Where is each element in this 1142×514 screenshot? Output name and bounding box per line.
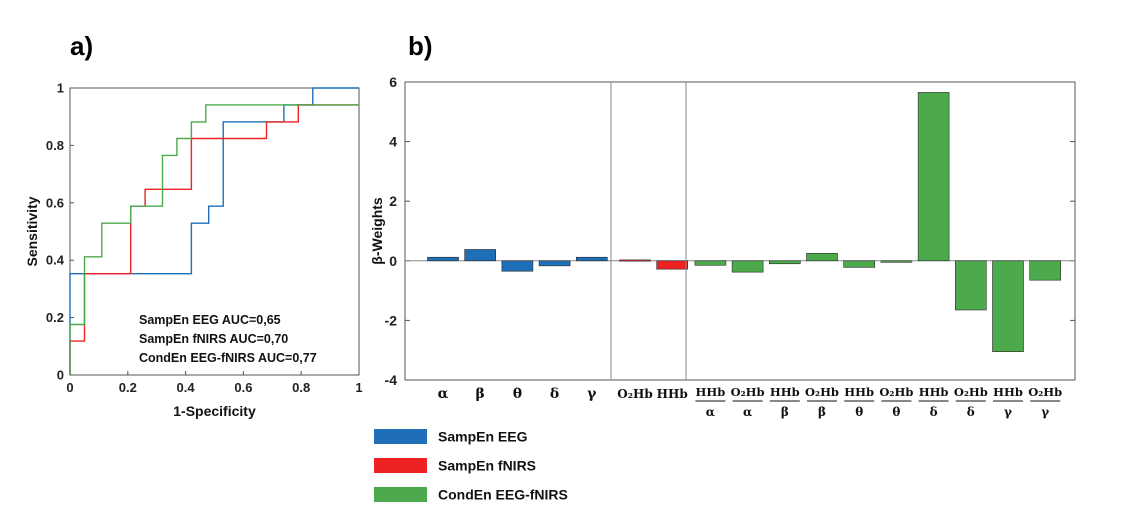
y-tick-label: -2 <box>385 312 398 328</box>
bar-cond <box>806 253 838 262</box>
bar-plot-area <box>404 81 1076 381</box>
roc-chart: 0 0.2 0.4 0.6 0.8 1 0 0.2 0.4 0.6 0.8 1 1-Specificit… <box>24 81 363 420</box>
category-label-bottom: δ <box>930 405 938 419</box>
bar-eeg <box>575 256 608 262</box>
category-label-top: HHb <box>770 385 800 399</box>
panel-b-label: b) <box>408 31 433 61</box>
category-label: O₂Hb <box>617 387 652 401</box>
y-tick-label: 1 <box>57 81 64 96</box>
category-label: α <box>438 386 449 402</box>
category-label-top: HHb <box>696 385 726 399</box>
x-tick-label: 1 <box>355 380 362 395</box>
bar-cond <box>954 260 987 311</box>
category-label-top: O₂Hb <box>954 385 988 399</box>
legend-swatch-fnirs <box>374 458 427 473</box>
y-tick-label: 0 <box>57 368 64 383</box>
category-label-bottom: β <box>818 405 826 419</box>
roc-line-cond <box>69 104 359 375</box>
category-label-top: O₂Hb <box>879 385 913 399</box>
category-label-top: O₂Hb <box>731 385 765 399</box>
y-tick-label: 6 <box>389 74 397 90</box>
bar-eeg <box>464 249 497 262</box>
category-label-top: HHb <box>844 385 874 399</box>
auc-annotation: SampEn fNIRS AUC=0,70 <box>139 332 288 346</box>
category-label: γ <box>587 386 597 402</box>
legend-swatch-eeg <box>374 429 427 444</box>
category-label-bottom: δ <box>967 405 975 419</box>
y-tick-label: 0.6 <box>46 195 64 210</box>
y-tick-label: -4 <box>385 372 398 388</box>
y-tick-label: 0.8 <box>46 138 64 153</box>
legend-swatch-cond <box>374 487 427 502</box>
x-tick-label: 0.2 <box>119 380 137 395</box>
x-tick-label: 0.8 <box>292 380 310 395</box>
category-label-bottom: θ <box>855 405 863 419</box>
bar-cond <box>917 92 950 262</box>
category-label-bottom: γ <box>1041 405 1049 419</box>
y-tick-label: 0 <box>389 253 397 269</box>
category-label-top: O₂Hb <box>1028 385 1062 399</box>
bar-fnirs <box>619 259 651 262</box>
bar-cond <box>992 260 1024 352</box>
y-axis-label: β-Weights <box>369 197 385 265</box>
category-label-bottom: θ <box>892 405 900 419</box>
y-tick-label: 0.4 <box>46 253 65 268</box>
bar-eeg <box>538 260 571 267</box>
bar-cond <box>731 260 764 273</box>
bar-fnirs <box>656 260 689 270</box>
category-label-top: O₂Hb <box>805 385 839 399</box>
category-label: β <box>476 386 485 402</box>
y-tick-label: 4 <box>389 134 397 150</box>
bar-cond <box>694 260 727 266</box>
category-label-top: HHb <box>993 385 1023 399</box>
x-axis-label: 1-Specificity <box>173 403 256 419</box>
legend-label-cond: CondEn EEG-fNIRS <box>438 487 568 503</box>
x-tick-label: 0 <box>66 380 73 395</box>
category-label-top: HHb <box>919 385 949 399</box>
category-label-bottom: γ <box>1004 405 1012 419</box>
bar-cond <box>1029 260 1061 281</box>
auc-annotation: SampEn EEG AUC=0,65 <box>139 313 281 327</box>
y-tick-label: 0.2 <box>46 310 64 325</box>
panel-a-label: a) <box>70 31 93 61</box>
bar-cond <box>768 260 801 265</box>
legend: SampEn EEG SampEn fNIRS CondEn EEG-fNIRS <box>374 429 568 503</box>
auc-annotation: CondEn EEG-fNIRS AUC=0,77 <box>139 351 317 365</box>
y-tick-label: 2 <box>389 193 397 209</box>
legend-label-fnirs: SampEn fNIRS <box>438 458 536 474</box>
x-tick-label: 0.6 <box>234 380 252 395</box>
category-label: θ <box>513 386 522 402</box>
category-label-bottom: α <box>743 405 752 419</box>
bar-eeg <box>427 256 459 262</box>
category-label: HHb <box>657 387 688 401</box>
category-label: δ <box>550 386 559 402</box>
bar-eeg <box>501 260 534 272</box>
category-label-bottom: α <box>706 405 715 419</box>
x-tick-label: 0.4 <box>177 380 196 395</box>
bar-cond <box>880 260 913 263</box>
legend-label-eeg: SampEn EEG <box>438 429 528 445</box>
category-label-bottom: β <box>781 405 789 419</box>
beta-weights-chart: -4 -2 0 2 4 6 β-Weights α β θ δ γ O₂Hb HHb HHb α O₂Hb α HH… <box>369 74 1076 419</box>
bar-cond <box>843 260 876 268</box>
y-axis-label: Sensitivity <box>24 196 40 266</box>
roc-plot-area <box>69 87 360 376</box>
